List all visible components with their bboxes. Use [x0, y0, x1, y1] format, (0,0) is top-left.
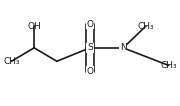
Text: S: S: [87, 43, 93, 52]
Text: O: O: [87, 67, 93, 76]
Text: CH₃: CH₃: [3, 57, 20, 66]
Text: O: O: [87, 20, 93, 29]
Text: N: N: [120, 43, 127, 52]
Text: CH₃: CH₃: [160, 61, 177, 70]
Text: OH: OH: [27, 22, 41, 31]
Text: CH₃: CH₃: [138, 22, 154, 31]
